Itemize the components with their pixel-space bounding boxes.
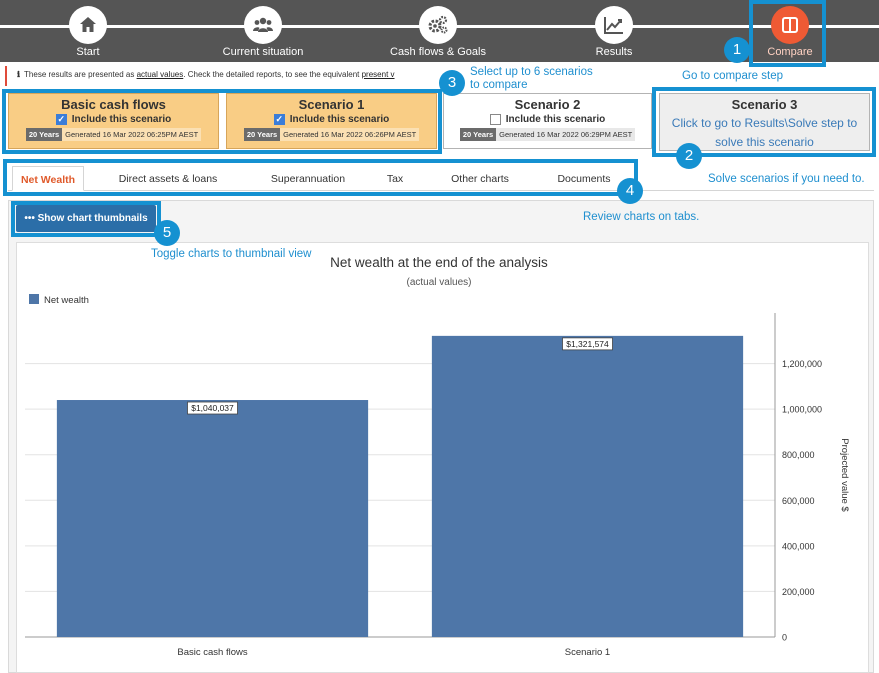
data-label-box: [562, 337, 613, 351]
step-results[interactable]: Results: [554, 6, 674, 58]
step-results-label: Results: [595, 46, 633, 58]
people-icon: [244, 6, 282, 44]
tab-tax[interactable]: Tax: [386, 173, 404, 185]
scenario-title: Scenario 2: [514, 97, 581, 112]
info-message: ℹ These results are presented as actual v…: [5, 66, 445, 86]
scenario-title: Scenario 1: [298, 97, 365, 112]
tab-net-wealth[interactable]: Net Wealth: [12, 166, 84, 191]
legend-swatch: [29, 294, 39, 304]
y-tick-label: 600,000: [782, 496, 815, 506]
wizard-nav: Start Current situation Cash flows & Goa…: [0, 0, 879, 62]
y-tick-label: 0: [782, 633, 787, 643]
compare-icon: [771, 6, 809, 44]
callout-badge-1: 1: [724, 37, 750, 63]
bar-series: [56, 335, 744, 637]
tab-documents[interactable]: Documents: [557, 173, 611, 185]
data-label: $1,040,037: [191, 403, 234, 413]
legend-label: Net wealth: [44, 295, 89, 306]
axis-ticks: 0 200,000 400,000 600,000 800,000 1,000,000 1,…: [177, 359, 822, 658]
highlight-scenario-3: [652, 87, 876, 157]
include-scenario-toggle[interactable]: Include this scenario: [444, 114, 651, 125]
info-icon: ℹ: [17, 70, 21, 79]
scenario-meta: 20 Years Generated 16 Mar 2022 06:25PM A…: [9, 128, 218, 141]
chart-line-icon: [595, 6, 633, 44]
callout-badge-4: 4: [617, 178, 643, 204]
checkbox-checked-icon[interactable]: ✓: [273, 114, 285, 125]
chart-tabs: Net Wealth Direct assets & loans Superan…: [8, 166, 874, 191]
note-go-to-compare: Go to compare step: [682, 70, 783, 82]
x-category-label: Basic cash flows: [177, 647, 247, 658]
gears-icon: [419, 6, 457, 44]
scenario-card-3[interactable]: Scenario 3 Click to go to Results\Solve …: [659, 93, 870, 151]
callout-badge-3: 3: [439, 70, 465, 96]
step-current-situation[interactable]: Current situation: [203, 6, 323, 58]
data-label: $1,321,574: [566, 339, 609, 349]
y-tick-label: 400,000: [782, 541, 815, 551]
note-solve-scenarios: Solve scenarios if you need to.: [708, 173, 865, 185]
net-wealth-chart-container: Net wealth at the end of the analysis (a…: [16, 242, 869, 673]
chart-title: Net wealth at the end of the analysis: [330, 255, 548, 270]
callout-badge-5: 5: [154, 220, 180, 246]
net-wealth-chart: Net wealth at the end of the analysis (a…: [25, 255, 850, 658]
note-review-charts: Review charts on tabs.: [583, 211, 700, 223]
step-compare-label: Compare: [767, 46, 813, 58]
scenario-meta: 20 Years Generated 16 Mar 2022 06:26PM A…: [227, 128, 436, 141]
y-tick-label: 1,200,000: [782, 359, 822, 369]
chart-subtitle: (actual values): [406, 277, 471, 288]
scenario-meta: 20 Years Generated 16 Mar 2022 06:29PM A…: [444, 128, 651, 141]
step-cash-flows-goals-label: Cash flows & Goals: [390, 46, 486, 58]
y-axis-title: Projected value $: [839, 438, 850, 512]
highlight-tabs: [3, 159, 638, 196]
tab-direct-assets-loans[interactable]: Direct assets & loans: [118, 173, 218, 185]
solve-scenario-link[interactable]: Click to go to Results\Solve step to sol…: [671, 116, 858, 149]
y-tick-label: 200,000: [782, 587, 815, 597]
bar: [431, 335, 744, 637]
step-current-situation-label: Current situation: [222, 46, 304, 58]
step-start[interactable]: Start: [28, 6, 148, 58]
x-category-label: Scenario 1: [565, 647, 610, 658]
home-icon: [69, 6, 107, 44]
data-labels: $1,040,037 $1,321,574: [187, 337, 613, 415]
highlight-compare-step: [749, 0, 826, 67]
highlight-selected-scenarios: [2, 89, 442, 154]
scenario-card-1[interactable]: Scenario 1 ✓ Include this scenario 20 Ye…: [226, 93, 437, 149]
highlight-thumbnails-button: [11, 201, 161, 237]
include-scenario-toggle[interactable]: ✓ Include this scenario: [55, 114, 172, 125]
note-toggle-thumbnails: Toggle charts to thumbnail view: [151, 248, 312, 260]
data-label-box: [187, 401, 238, 415]
y-tick-label: 1,000,000: [782, 405, 822, 415]
scenario-title: Basic cash flows: [61, 97, 166, 112]
scenario-card-2[interactable]: Scenario 2 Include this scenario 20 Year…: [443, 93, 652, 149]
step-compare[interactable]: Compare: [730, 6, 850, 58]
note-select-scenarios: Select up to 6 scenarios to compare: [470, 66, 593, 91]
checkbox-unchecked-icon[interactable]: [489, 114, 501, 125]
tab-superannuation[interactable]: Superannuation: [270, 173, 346, 185]
scenario-card-basic[interactable]: Basic cash flows ✓ Include this scenario…: [8, 93, 219, 149]
step-cash-flows-goals[interactable]: Cash flows & Goals: [378, 6, 498, 58]
callout-badge-2: 2: [676, 143, 702, 169]
checkbox-checked-icon[interactable]: ✓: [55, 114, 67, 125]
step-start-label: Start: [76, 46, 100, 58]
include-scenario-toggle[interactable]: ✓ Include this scenario: [273, 114, 390, 125]
bar: [56, 400, 369, 637]
y-tick-label: 800,000: [782, 450, 815, 460]
tab-other-charts[interactable]: Other charts: [451, 173, 509, 185]
scenario-title: Scenario 3: [731, 97, 798, 112]
show-thumbnails-button[interactable]: ••• Show chart thumbnails: [16, 205, 156, 232]
